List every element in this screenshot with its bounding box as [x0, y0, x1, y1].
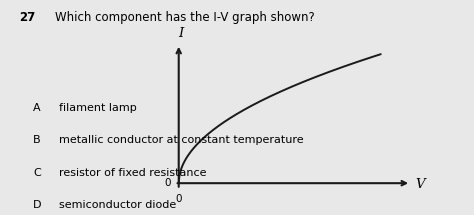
Text: I: I — [178, 27, 183, 40]
Text: filament lamp: filament lamp — [59, 103, 137, 113]
Text: 0: 0 — [164, 178, 171, 188]
Text: D: D — [33, 200, 42, 210]
Text: Which component has the I-V graph shown?: Which component has the I-V graph shown? — [55, 11, 314, 24]
Text: C: C — [33, 168, 41, 178]
Text: 27: 27 — [19, 11, 35, 24]
Text: V: V — [415, 178, 425, 191]
Text: A: A — [33, 103, 41, 113]
Text: resistor of fixed resistance: resistor of fixed resistance — [59, 168, 207, 178]
Text: B: B — [33, 135, 41, 146]
Text: 0: 0 — [175, 194, 182, 204]
Text: metallic conductor at constant temperature: metallic conductor at constant temperatu… — [59, 135, 304, 146]
Text: semiconductor diode: semiconductor diode — [59, 200, 176, 210]
